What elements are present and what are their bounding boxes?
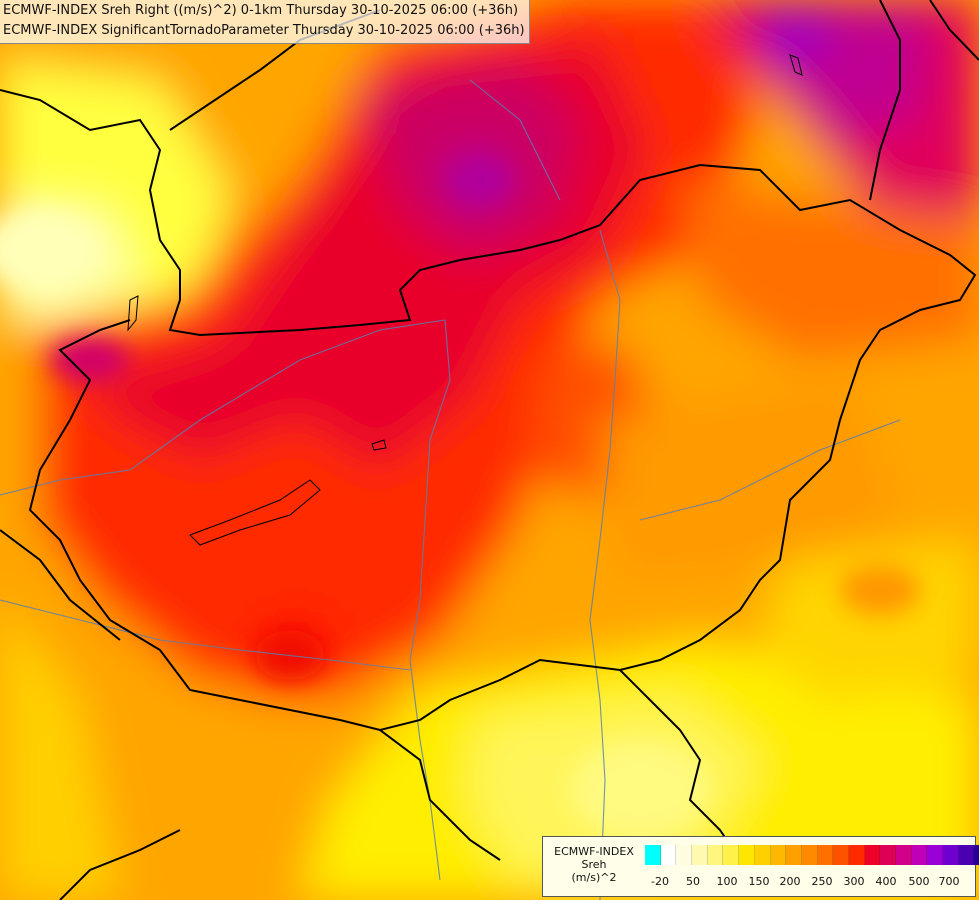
legend-swatch: [880, 845, 896, 865]
map-header: ECMWF-INDEX Sreh Right ((m/s)^2) 0-1km T…: [0, 0, 530, 44]
rivers: [0, 79, 901, 900]
legend-tick-label: -20: [651, 875, 669, 888]
legend-swatch: [754, 845, 771, 865]
legend-swatch: [801, 845, 818, 865]
legend-swatch: [864, 845, 881, 865]
legend-title: ECMWF-INDEX Sreh (m/s)^2: [547, 845, 641, 884]
legend-tick-label: 150: [748, 875, 770, 888]
legend-swatch: [739, 845, 755, 865]
legend-swatch: [786, 845, 802, 865]
legend-swatch: [911, 845, 928, 865]
header-line-sreh: ECMWF-INDEX Sreh Right ((m/s)^2) 0-1km T…: [3, 3, 519, 18]
legend-swatch: [707, 845, 724, 865]
legend-swatch: [817, 845, 834, 865]
legend-tick-label: 200: [779, 875, 801, 888]
legend-swatch: [833, 845, 849, 865]
color-legend: ECMWF-INDEX Sreh (m/s)^2 -20 50 100 150 200 2…: [542, 836, 979, 897]
legend-swatch: [958, 845, 975, 865]
legend-tick-label: 50: [686, 875, 700, 888]
legend-swatch: [692, 845, 708, 865]
legend-swatch: [660, 845, 677, 865]
legend-title-unit: (m/s)^2: [571, 871, 617, 884]
legend-tick-label: 100: [716, 875, 738, 888]
legend-swatch: [770, 845, 787, 865]
legend-swatch: [848, 845, 865, 865]
legend-tick-label: 300: [843, 875, 865, 888]
sreh-highlights: [0, 158, 920, 840]
legend-swatch: [645, 845, 661, 865]
legend-swatch: [943, 845, 959, 865]
legend-tick-label: 250: [811, 875, 833, 888]
legend-swatch: [896, 845, 912, 865]
legend-swatch: [927, 845, 944, 865]
legend-tick-label: 700: [938, 875, 960, 888]
lakes: [127, 54, 803, 546]
legend-title-source: ECMWF-INDEX: [554, 845, 634, 858]
legend-swatch: [676, 845, 693, 865]
legend-title-variable: Sreh: [581, 858, 607, 871]
legend-swatches: [645, 845, 979, 865]
legend-swatch: [723, 845, 740, 865]
header-line-stp: ECMWF-INDEX SignificantTornadoParameter …: [3, 23, 525, 38]
legend-tick-label: 400: [875, 875, 897, 888]
legend-swatch: [974, 845, 979, 865]
legend-tick-label: 500: [908, 875, 930, 888]
